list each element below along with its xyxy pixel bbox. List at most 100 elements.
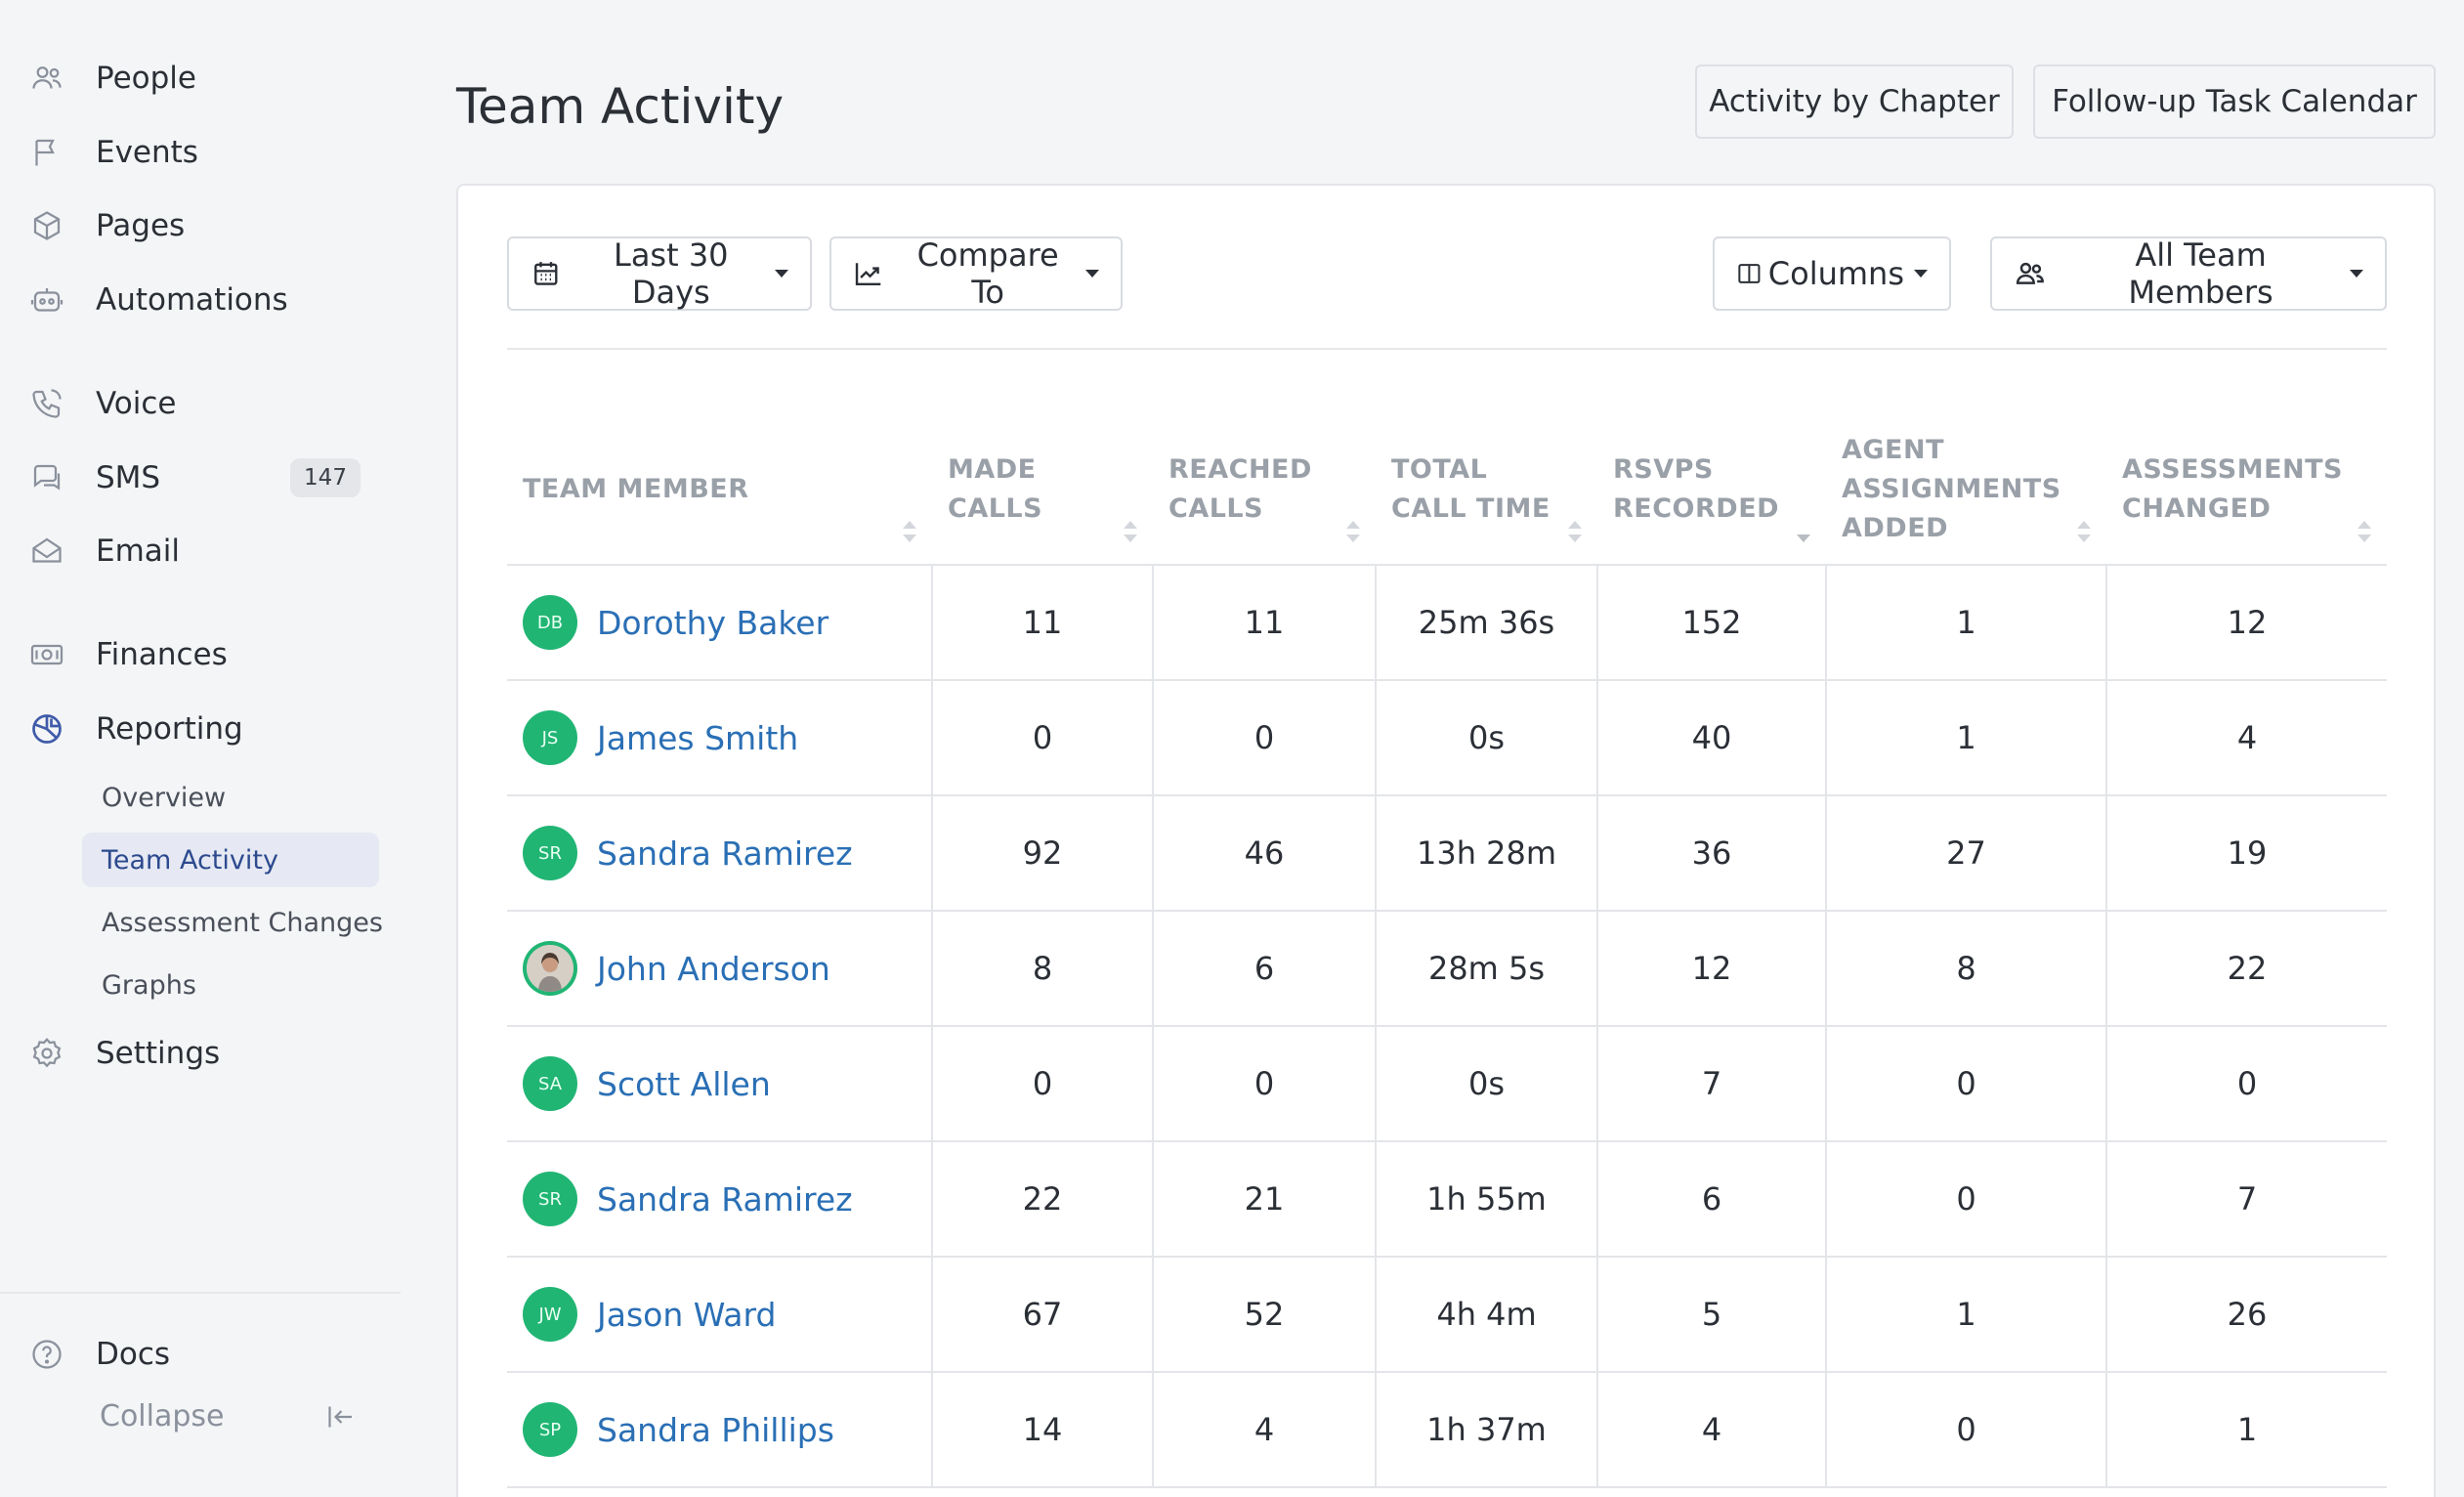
- line-chart-icon: [855, 263, 881, 285]
- avatar: SR: [523, 1172, 577, 1226]
- collapse-sidebar-button[interactable]: Collapse: [100, 1399, 363, 1433]
- sidebar-item-reporting[interactable]: Reporting: [27, 700, 243, 758]
- reached-calls-cell: 11: [1152, 565, 1376, 681]
- rsvps-recorded-cell: 4: [1596, 1372, 1826, 1488]
- chevron-down-icon: [1914, 270, 1928, 278]
- made-calls-cell: 67: [931, 1257, 1153, 1373]
- assessments-changed-cell: 7: [2105, 1141, 2387, 1258]
- agent-assignments-cell: 1: [1825, 1257, 2106, 1373]
- team-members-filter-label: All Team Members: [2128, 236, 2273, 311]
- sidebar-item-automations[interactable]: Automations: [27, 271, 288, 329]
- sidebar-item-voice[interactable]: Voice: [27, 374, 177, 433]
- columns-icon: [1738, 264, 1761, 283]
- column-header-total-call-time[interactable]: TOTAL CALL TIME: [1376, 414, 1597, 566]
- column-header-assessments-changed[interactable]: ASSESSMENTS CHANGED: [2106, 414, 2387, 566]
- total-call-time-cell: 0s: [1375, 680, 1597, 796]
- gear-icon: [27, 1034, 66, 1073]
- sidebar-item-label: Voice: [96, 386, 177, 421]
- sidebar-item-email[interactable]: Email: [27, 522, 180, 580]
- total-call-time-cell: 25m 36s: [1375, 565, 1597, 681]
- chat-icon: [27, 458, 66, 497]
- rsvps-recorded-cell: 152: [1596, 565, 1826, 681]
- table-row: JW Jason Ward 67 52 4h 4m 5 1 26: [507, 1257, 2387, 1373]
- member-name-link[interactable]: Jason Ward: [597, 1295, 777, 1334]
- total-call-time-cell: 0s: [1375, 1026, 1597, 1142]
- sidebar-subitem-assessment-changes[interactable]: Assessment Changes: [102, 907, 383, 938]
- member-name-link[interactable]: John Anderson: [597, 949, 830, 988]
- rsvps-recorded-cell: 12: [1596, 911, 1826, 1027]
- follow-up-task-calendar-button[interactable]: Follow-up Task Calendar: [2033, 64, 2436, 139]
- users-icon: [2016, 262, 2044, 284]
- sidebar-item-label: Reporting: [96, 711, 243, 747]
- column-header-made-calls[interactable]: MADE CALLS: [932, 414, 1153, 566]
- agent-assignments-cell: 0: [1825, 1026, 2106, 1142]
- robot-icon: [27, 280, 66, 320]
- sidebar-divider: [0, 1292, 401, 1294]
- sidebar-subitem-graphs[interactable]: Graphs: [102, 969, 196, 1001]
- table-row: JS James Smith 0 0 0s 40 1 4: [507, 680, 2387, 796]
- activity-by-chapter-button[interactable]: Activity by Chapter: [1695, 64, 2014, 139]
- table-header-row: TEAM MEMBER MADE CALLS REACHED CALLS TOTAL…: [507, 414, 2387, 566]
- reached-calls-cell: 21: [1152, 1141, 1376, 1258]
- member-name-link[interactable]: James Smith: [597, 718, 799, 757]
- sort-icon: [1568, 521, 1582, 542]
- sidebar-item-pages[interactable]: Pages: [27, 196, 185, 255]
- sort-desc-icon: [1797, 521, 1810, 542]
- sidebar-item-people[interactable]: People: [27, 49, 196, 107]
- sidebar-item-label: Events: [96, 135, 198, 170]
- compare-to-label: Compare To: [916, 236, 1059, 311]
- table-row: SP Sandra Phillips 14 4 1h 37m 4 0 1: [507, 1372, 2387, 1488]
- sidebar-item-settings[interactable]: Settings: [27, 1024, 220, 1083]
- sidebar-item-label: Pages: [96, 208, 186, 243]
- avatar: JS: [523, 710, 577, 765]
- assessments-changed-cell: 12: [2105, 565, 2387, 681]
- sort-icon: [903, 521, 916, 542]
- column-header-team-member[interactable]: TEAM MEMBER: [507, 414, 932, 566]
- compare-to-dropdown[interactable]: Compare To: [829, 236, 1123, 311]
- money-icon: [27, 635, 66, 674]
- made-calls-cell: 8: [931, 911, 1153, 1027]
- made-calls-cell: 11: [931, 565, 1153, 681]
- made-calls-cell: 22: [931, 1141, 1153, 1258]
- chevron-down-icon: [775, 270, 788, 278]
- flag-icon: [27, 133, 66, 172]
- made-calls-cell: 92: [931, 795, 1153, 912]
- sidebar-item-docs[interactable]: Docs: [27, 1325, 170, 1384]
- column-header-rsvps-recorded[interactable]: RSVPS RECORDED: [1597, 414, 1826, 566]
- columns-dropdown[interactable]: Columns: [1713, 236, 1951, 311]
- reached-calls-cell: 0: [1152, 680, 1376, 796]
- sidebar-item-label: People: [96, 61, 196, 96]
- avatar: SP: [523, 1402, 577, 1457]
- avatar: JW: [523, 1287, 577, 1342]
- sidebar-subitem-team-activity[interactable]: Team Activity: [82, 833, 379, 887]
- column-header-agent-assignments-added[interactable]: AGENT ASSIGNMENTS ADDED: [1826, 414, 2106, 566]
- member-name-link[interactable]: Sandra Ramirez: [597, 1179, 853, 1219]
- avatar: DB: [523, 595, 577, 650]
- sidebar: People Events Pages Automations Voice SM…: [0, 0, 401, 1497]
- sidebar-item-sms[interactable]: SMS: [27, 449, 160, 507]
- total-call-time-cell: 28m 5s: [1375, 911, 1597, 1027]
- sidebar-item-label: SMS: [96, 460, 161, 495]
- member-name-link[interactable]: Scott Allen: [597, 1064, 771, 1103]
- sidebar-subitem-overview[interactable]: Overview: [102, 782, 227, 813]
- reached-calls-cell: 52: [1152, 1257, 1376, 1373]
- member-name-link[interactable]: Sandra Ramirez: [597, 834, 853, 873]
- total-call-time-cell: 1h 55m: [1375, 1141, 1597, 1258]
- member-name-link[interactable]: Sandra Phillips: [597, 1410, 834, 1449]
- rsvps-recorded-cell: 36: [1596, 795, 1826, 912]
- sidebar-item-finances[interactable]: Finances: [27, 625, 228, 684]
- sidebar-item-events[interactable]: Events: [27, 123, 198, 182]
- team-members-filter-dropdown[interactable]: All Team Members: [1990, 236, 2387, 311]
- sidebar-item-label: Email: [96, 534, 181, 569]
- assessments-changed-cell: 4: [2105, 680, 2387, 796]
- assessments-changed-cell: 0: [2105, 1026, 2387, 1142]
- date-range-dropdown[interactable]: Last 30 Days: [507, 236, 812, 311]
- assessments-changed-cell: 1: [2105, 1372, 2387, 1488]
- rsvps-recorded-cell: 40: [1596, 680, 1826, 796]
- member-name-link[interactable]: Dorothy Baker: [597, 603, 829, 642]
- sidebar-item-label: Finances: [96, 637, 228, 672]
- column-header-reached-calls[interactable]: REACHED CALLS: [1153, 414, 1376, 566]
- envelope-icon: [27, 532, 66, 571]
- chart-pie-icon: [27, 709, 66, 748]
- page-title: Team Activity: [456, 78, 785, 135]
